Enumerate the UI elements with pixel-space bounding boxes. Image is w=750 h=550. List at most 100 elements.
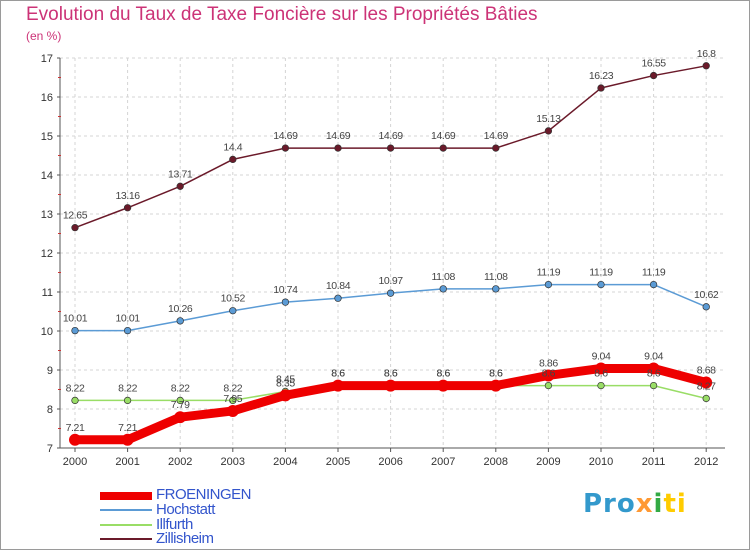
- data-point-illfurth: [123, 396, 132, 405]
- data-label-hochstatt: 11.08: [484, 271, 508, 283]
- data-label-hochstatt: 11.08: [431, 271, 455, 283]
- data-label-zillisheim: 14.69: [484, 130, 509, 142]
- data-label-illfurth: 8.6: [384, 368, 398, 380]
- x-tick-label: 2011: [642, 456, 666, 468]
- data-point-hochstatt: [71, 326, 79, 335]
- y-tick-label: 14: [41, 170, 53, 182]
- data-label-illfurth: 8.22: [223, 382, 242, 394]
- y-tick-label: 15: [41, 131, 53, 143]
- data-label-illfurth: 8.22: [171, 382, 190, 394]
- data-label-zillisheim: 16.23: [589, 70, 614, 82]
- data-point-illfurth: [544, 381, 553, 390]
- data-point-hochstatt: [123, 326, 132, 335]
- y-tick-label: 10: [41, 326, 53, 338]
- data-label-zillisheim: 14.69: [431, 130, 456, 142]
- data-label-froeningen: 8.6: [489, 368, 503, 380]
- data-label-zillisheim: 14.69: [273, 130, 298, 142]
- data-label-hochstatt: 10.01: [63, 313, 88, 325]
- y-tick-label: 16: [41, 92, 53, 104]
- data-point-illfurth: [229, 396, 237, 405]
- chart-title: Evolution du Taux de Taxe Foncière sur l…: [26, 4, 538, 25]
- data-label-illfurth: 8.45: [276, 373, 295, 385]
- y-tick-label: 11: [42, 287, 53, 299]
- data-point-froeningen: [437, 379, 450, 392]
- data-point-hochstatt: [439, 285, 447, 293]
- data-labels: 12.65 13.16 13.71 14.4 14.69 14.69 14.69 14.69 1…: [63, 48, 719, 434]
- data-label-illfurth: 8.22: [66, 382, 85, 394]
- legend-label-hochstatt: Hochstatt: [156, 501, 215, 518]
- x-tick-label: 2012: [694, 456, 718, 468]
- x-tick-label: 2004: [273, 456, 297, 468]
- data-point-zillisheim: [229, 155, 237, 164]
- data-label-froeningen: 7.21: [66, 422, 85, 434]
- x-tick-label: 2003: [221, 456, 245, 468]
- x-tick-label: 2009: [536, 456, 560, 468]
- data-label-froeningen: 7.95: [223, 393, 242, 405]
- data-point-illfurth: [702, 394, 710, 403]
- data-label-hochstatt: 10.84: [326, 280, 351, 292]
- data-label-illfurth: 8.22: [118, 382, 137, 394]
- x-tick-label: 2000: [63, 456, 87, 468]
- data-label-hochstatt: 10.01: [115, 313, 140, 325]
- data-point-froeningen: [700, 376, 713, 389]
- data-point-hochstatt: [281, 298, 290, 306]
- data-point-hochstatt: [702, 303, 710, 311]
- axes: 7 8 9 10 11 12 13 14 15 16 17 2000 2001 2002 2003 2004 2…: [41, 53, 725, 468]
- x-tick-label: 2008: [484, 456, 508, 468]
- data-label-illfurth: 8.6: [647, 368, 661, 380]
- x-tick-label: 2010: [589, 456, 613, 468]
- data-point-zillisheim: [123, 204, 132, 212]
- data-label-zillisheim: 14.69: [378, 130, 403, 142]
- x-tick-label: 2002: [168, 456, 192, 468]
- data-label-zillisheim: 15.13: [536, 113, 561, 125]
- data-point-froeningen: [542, 369, 555, 382]
- data-point-froeningen: [489, 379, 502, 392]
- data-label-illfurth: 8.6: [436, 368, 450, 380]
- data-point-froeningen: [384, 379, 397, 392]
- data-label-hochstatt: 11.19: [642, 267, 666, 279]
- data-label-froeningen: 7.21: [118, 422, 137, 434]
- x-tick-label: 2007: [431, 456, 455, 468]
- data-label-hochstatt: 11.19: [537, 267, 561, 279]
- legend-label-froeningen: FROENINGEN: [156, 486, 252, 503]
- data-point-zillisheim: [492, 144, 500, 152]
- x-tick-label: 2005: [326, 456, 350, 468]
- data-point-froeningen: [226, 404, 239, 417]
- data-label-hochstatt: 10.26: [168, 303, 193, 315]
- data-label-froeningen: 8.35: [276, 377, 295, 389]
- unit-label: (en %): [26, 29, 62, 43]
- data-label-zillisheim: 16.55: [641, 58, 666, 70]
- data-label-froeningen: 8.6: [436, 368, 450, 380]
- data-label-zillisheim: 13.71: [168, 168, 193, 180]
- data-label-zillisheim: 14.4: [223, 141, 242, 153]
- data-label-froeningen: 8.6: [331, 368, 345, 380]
- data-point-illfurth: [649, 381, 658, 390]
- series: [69, 62, 713, 446]
- x-tick-label: 2001: [115, 456, 139, 468]
- data-point-zillisheim: [439, 144, 447, 152]
- x-tick-label: 2006: [378, 456, 402, 468]
- data-point-froeningen: [279, 389, 292, 402]
- data-label-froeningen: 9.04: [644, 350, 663, 362]
- data-point-froeningen: [595, 362, 607, 375]
- data-point-zillisheim: [702, 62, 710, 70]
- data-point-zillisheim: [386, 144, 395, 152]
- data-label-zillisheim: 14.69: [326, 130, 351, 142]
- y-tick-label: 12: [41, 248, 53, 260]
- legend-label-zillisheim: Zillisheim: [156, 530, 214, 547]
- data-point-illfurth: [176, 396, 184, 405]
- data-point-hochstatt: [492, 285, 500, 293]
- data-label-illfurth: 8.27: [697, 380, 716, 392]
- data-label-froeningen: 7.79: [171, 399, 190, 411]
- data-point-zillisheim: [544, 127, 553, 135]
- data-point-zillisheim: [71, 223, 79, 232]
- data-label-froeningen: 8.86: [539, 357, 558, 369]
- data-point-zillisheim: [334, 144, 342, 152]
- data-point-zillisheim: [281, 144, 290, 152]
- data-point-froeningen: [332, 379, 344, 392]
- data-point-froeningen: [121, 433, 134, 446]
- data-point-illfurth: [71, 396, 79, 405]
- data-label-illfurth: 8.6: [542, 368, 556, 380]
